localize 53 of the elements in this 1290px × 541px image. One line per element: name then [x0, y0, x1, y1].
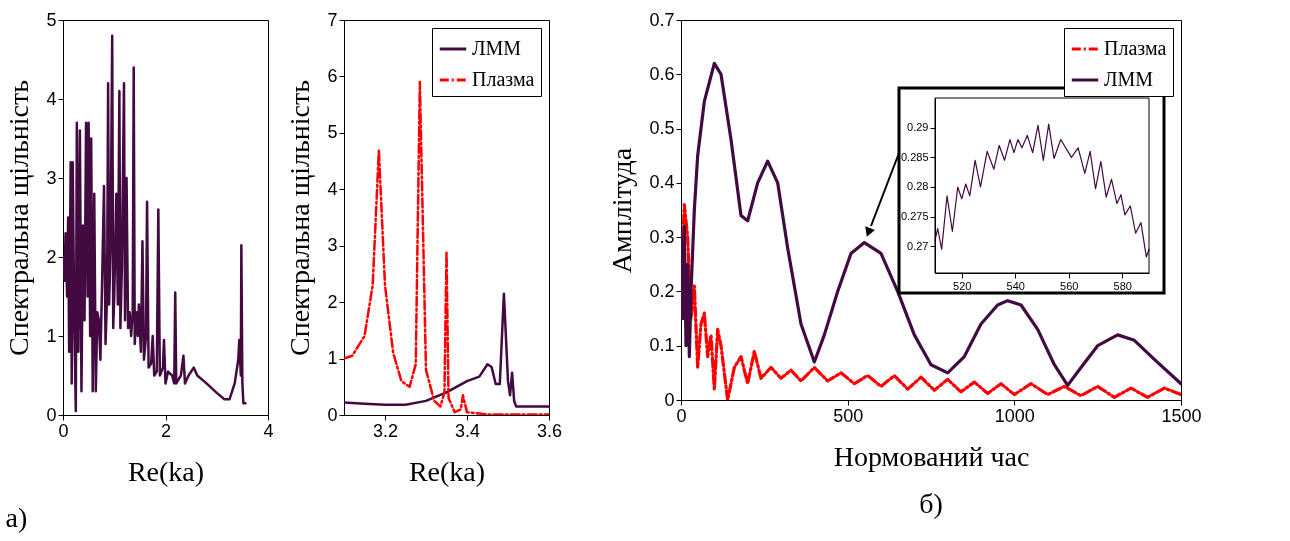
x-axis-title: Re(ka) [127, 455, 205, 487]
x-tick-label: 3.6 [536, 420, 563, 441]
y-tick-label: 0.285 [900, 150, 929, 163]
text: б) [919, 488, 943, 519]
y-tick-label: 7 [327, 9, 338, 30]
y-tick-label: 1 [46, 325, 57, 346]
x-axis-title: Нормований час [833, 440, 1030, 472]
x-tick-label: 3.2 [372, 420, 399, 441]
x-tick-label: 3.4 [454, 420, 481, 441]
line-series [681, 61, 1181, 387]
y-tick-label: 0.5 [649, 118, 675, 139]
x-tick-label: 560 [1060, 279, 1079, 292]
y-axis-title: Спектральна щільність [3, 79, 35, 357]
y-tick-label: 0.29 [907, 121, 929, 134]
y-tick-label: 0.3 [649, 226, 675, 247]
y-tick-label: 0.28 [907, 180, 929, 193]
y-tick-label: 5 [46, 9, 57, 30]
line-series [63, 34, 247, 413]
y-axis-title: Спектральна щільність [284, 79, 316, 357]
x-tick-label: 1500 [1161, 405, 1202, 426]
y-tick-label: 5 [327, 122, 338, 143]
x-axis-title: Re(ka) [408, 455, 486, 487]
x-tick-label: 4 [263, 420, 274, 441]
y-tick-label: 1 [327, 348, 338, 369]
y-tick-label: 4 [46, 88, 57, 109]
y-tick-label: 0.27 [907, 239, 929, 252]
line-series [681, 202, 1181, 400]
legend-label: Плазма [472, 68, 535, 90]
x-tick-label: 1000 [994, 405, 1035, 426]
line-series [344, 292, 549, 408]
x-tick-label: 520 [953, 279, 972, 292]
y-tick-label: 0 [664, 389, 675, 410]
y-tick-label: 0.275 [900, 210, 929, 223]
line-series [934, 123, 1150, 258]
text: а) [5, 501, 28, 533]
y-tick-label: 2 [46, 246, 57, 267]
y-tick-label: 6 [327, 65, 338, 86]
y-tick-label: 0.1 [649, 335, 675, 356]
y-tick-label: 0.7 [649, 9, 675, 30]
y-tick-label: 0.2 [649, 280, 675, 301]
y-tick-label: 3 [46, 167, 57, 188]
x-tick-label: 500 [833, 405, 864, 426]
x-tick-label: 540 [1006, 279, 1025, 292]
y-tick-label: 4 [327, 178, 338, 199]
x-tick-label: 2 [160, 420, 172, 441]
legend-label: Плазма [1104, 37, 1167, 59]
y-tick-label: 3 [327, 235, 338, 256]
x-tick-label: 580 [1113, 279, 1132, 292]
y-axis-title: Амплітуда [606, 147, 638, 274]
y-tick-label: 0.6 [649, 63, 675, 84]
legend-label: ЛММ [1104, 68, 1154, 90]
y-tick-label: 0.4 [649, 172, 675, 193]
legend-label: ЛММ [472, 37, 522, 59]
